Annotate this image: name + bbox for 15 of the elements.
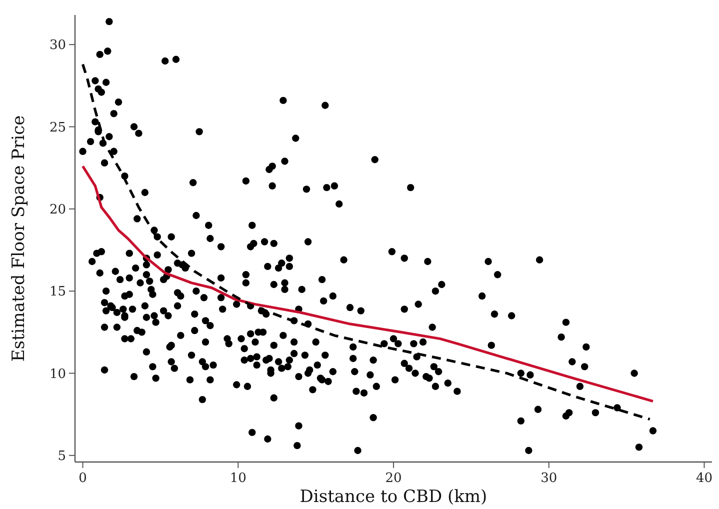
y-axis-title: Estimated Floor Space Price: [9, 115, 29, 362]
y-tick-label: 20: [49, 202, 66, 218]
y-tick-label: 15: [49, 284, 66, 300]
x-tick-label: 0: [78, 471, 87, 486]
line-series: [81, 164, 654, 402]
x-axis-title: Distance to CBD (km): [300, 487, 488, 507]
y-tick-label: 25: [49, 120, 66, 136]
x-tick-label: 20: [385, 471, 402, 486]
y-tick-label: 10: [49, 366, 66, 382]
x-tick-label: 30: [540, 471, 558, 486]
x-tick-label: 10: [230, 471, 246, 486]
y-tick-label: 30: [49, 38, 66, 54]
line-series: [81, 63, 652, 421]
y-tick-label: 5: [58, 448, 66, 464]
x-tick-label: 40: [696, 471, 713, 486]
